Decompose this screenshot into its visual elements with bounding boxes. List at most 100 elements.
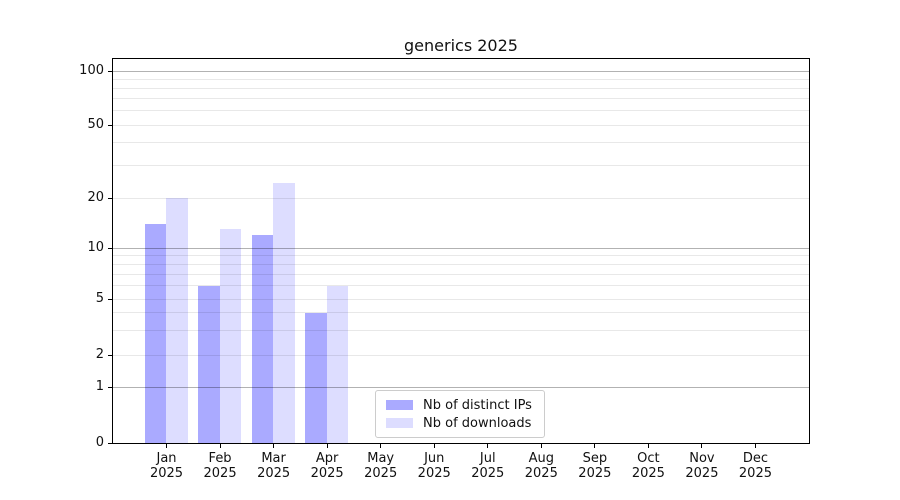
x-tick-year-may: 2025 xyxy=(364,466,398,481)
x-tick-month-aug: Aug xyxy=(528,451,554,466)
x-tick-year-mar: 2025 xyxy=(257,466,291,481)
bar-apr-distinct-ips xyxy=(305,312,327,443)
gridline-minor-8 xyxy=(113,263,809,265)
gridline-minor-90 xyxy=(113,78,809,80)
x-tick-label-dec: Dec 2025 xyxy=(727,451,783,481)
y-tick-label-5: 5 xyxy=(95,291,104,306)
legend-swatch-distinct-ips xyxy=(386,400,413,410)
plot-area: Nb of distinct IPs Nb of downloads xyxy=(112,58,810,444)
x-tick-year-oct: 2025 xyxy=(631,466,665,481)
x-tick-jun xyxy=(433,444,435,448)
bar-mar-distinct-ips xyxy=(251,234,274,443)
gridline-minor-50 xyxy=(113,124,809,126)
y-tick-5 xyxy=(108,298,113,300)
gridline-minor-2 xyxy=(113,354,809,356)
x-tick-apr xyxy=(326,444,328,448)
x-tick-month-oct: Oct xyxy=(637,451,660,466)
y-tick-0 xyxy=(108,442,113,444)
y-tick-label-20: 20 xyxy=(87,190,104,205)
bar-feb-downloads xyxy=(219,229,242,443)
x-tick-sep xyxy=(594,444,596,448)
y-tick-label-10: 10 xyxy=(87,240,104,255)
x-tick-year-jan: 2025 xyxy=(149,466,184,481)
x-tick-label-feb: Feb 2025 xyxy=(192,451,248,481)
x-tick-year-jun: 2025 xyxy=(417,466,451,481)
x-tick-month-apr: Apr xyxy=(315,451,339,466)
x-tick-year-jul: 2025 xyxy=(471,466,505,481)
x-tick-oct xyxy=(647,444,649,448)
bar-apr-downloads xyxy=(326,285,349,443)
x-tick-aug xyxy=(540,444,542,448)
x-tick-label-mar: Mar 2025 xyxy=(246,451,302,481)
x-tick-nov xyxy=(701,444,703,448)
gridline-minor-80 xyxy=(113,87,809,89)
x-tick-month-mar: Mar xyxy=(261,451,286,466)
legend-label-distinct-ips: Nb of distinct IPs xyxy=(423,397,532,413)
x-tick-month-jan: Jan xyxy=(156,451,177,466)
legend-label-downloads: Nb of downloads xyxy=(423,415,532,431)
y-tick-label-0: 0 xyxy=(95,435,104,450)
x-tick-label-sep: Sep 2025 xyxy=(567,451,623,481)
x-tick-year-feb: 2025 xyxy=(203,466,237,481)
gridline-minor-5 xyxy=(113,298,809,300)
gridline-minor-6 xyxy=(113,285,809,287)
legend: Nb of distinct IPs Nb of downloads xyxy=(375,390,545,438)
x-tick-label-nov: Nov 2025 xyxy=(674,451,730,481)
x-tick-year-apr: 2025 xyxy=(310,466,344,481)
bar-jan-distinct-ips xyxy=(144,223,167,443)
x-tick-mar xyxy=(273,444,275,448)
gridline-major-1 xyxy=(113,386,809,388)
x-tick-month-jun: Jun xyxy=(424,451,445,466)
y-tick-10 xyxy=(108,247,113,249)
gridline-minor-7 xyxy=(113,273,809,275)
y-tick-label-100: 100 xyxy=(79,63,104,78)
gridline-minor-60 xyxy=(113,110,809,112)
gridline-minor-40 xyxy=(113,142,809,144)
legend-item-downloads: Nb of downloads xyxy=(386,415,534,431)
y-tick-label-50: 50 xyxy=(87,117,104,132)
x-tick-month-feb: Feb xyxy=(208,451,232,466)
bar-mar-downloads xyxy=(273,183,295,443)
y-tick-100 xyxy=(108,70,113,72)
x-tick-month-jul: Jul xyxy=(479,451,496,466)
legend-swatch-downloads xyxy=(386,418,413,428)
y-tick-50 xyxy=(108,124,113,126)
legend-item-distinct-ips: Nb of distinct IPs xyxy=(386,397,534,413)
gridline-minor-20 xyxy=(113,197,809,199)
gridline-minor-4 xyxy=(113,312,809,314)
x-tick-month-dec: Dec xyxy=(742,451,769,466)
x-tick-month-nov: Nov xyxy=(689,451,715,466)
y-tick-label-1: 1 xyxy=(95,379,104,394)
x-tick-label-jan: Jan 2025 xyxy=(139,451,195,481)
x-tick-may xyxy=(380,444,382,448)
x-tick-dec xyxy=(754,444,756,448)
x-tick-label-aug: Aug 2025 xyxy=(513,451,569,481)
y-tick-1 xyxy=(108,386,113,388)
x-tick-year-nov: 2025 xyxy=(685,466,719,481)
x-tick-jan xyxy=(166,444,168,448)
gridline-minor-3 xyxy=(113,329,809,331)
gridline-minor-9 xyxy=(113,255,809,257)
x-tick-year-sep: 2025 xyxy=(578,466,612,481)
x-tick-jul xyxy=(487,444,489,448)
y-tick-label-2: 2 xyxy=(95,347,104,362)
chart-title: generics 2025 xyxy=(404,36,518,55)
x-tick-label-jun: Jun 2025 xyxy=(406,451,462,481)
bar-jan-downloads xyxy=(166,198,188,443)
x-tick-month-may: May xyxy=(367,451,395,466)
y-tick-2 xyxy=(108,354,113,356)
x-tick-feb xyxy=(219,444,221,448)
x-tick-label-oct: Oct 2025 xyxy=(620,451,676,481)
y-tick-20 xyxy=(108,197,113,199)
x-tick-label-jul: Jul 2025 xyxy=(460,451,516,481)
x-tick-label-apr: Apr 2025 xyxy=(299,451,355,481)
x-tick-year-aug: 2025 xyxy=(524,466,558,481)
x-tick-label-may: May 2025 xyxy=(353,451,409,481)
gridline-minor-70 xyxy=(113,98,809,100)
gridline-major-100 xyxy=(113,70,809,72)
x-tick-month-sep: Sep xyxy=(582,451,608,466)
gridline-major-10 xyxy=(113,247,809,249)
bar-feb-distinct-ips xyxy=(198,285,220,443)
gridline-minor-30 xyxy=(113,165,809,167)
